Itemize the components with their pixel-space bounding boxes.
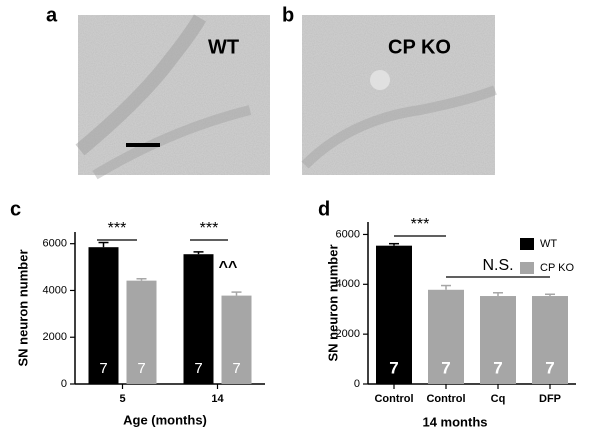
n-label: 7 <box>194 360 202 377</box>
legend-label: WT <box>540 238 557 250</box>
y-tick-label: 6000 <box>336 228 360 240</box>
y-tick-label: 2000 <box>336 328 360 340</box>
y-tick-label: 4000 <box>336 278 360 290</box>
n-label: 7 <box>232 360 240 377</box>
micrograph-b <box>301 15 497 175</box>
x-tick-label: Cq <box>491 393 506 405</box>
bar <box>376 245 412 384</box>
bar <box>88 247 119 384</box>
y-tick-label: 0 <box>354 378 360 390</box>
annotation: *** <box>108 220 127 237</box>
y-axis-label: SN neuron number <box>325 244 340 361</box>
panel-letter: d <box>318 198 330 220</box>
x-tick-label: Control <box>426 393 465 405</box>
micrograph-a <box>75 14 270 180</box>
n-label: 7 <box>493 358 502 377</box>
x-axis-label: Age (months) <box>123 412 207 427</box>
annotation: N.S. <box>482 257 513 274</box>
panel-letter: c <box>10 198 21 220</box>
legend-swatch <box>520 238 534 250</box>
n-label: 7 <box>545 358 554 377</box>
y-tick-label: 4000 <box>43 284 67 296</box>
y-tick-label: 0 <box>61 378 67 390</box>
n-label: 7 <box>389 358 398 377</box>
bar <box>428 289 464 384</box>
n-label: 7 <box>99 360 107 377</box>
x-tick-label: DFP <box>539 393 561 405</box>
legend-swatch <box>520 262 534 274</box>
micrograph-label: WT <box>208 36 239 58</box>
micrograph-label: CP KO <box>388 36 451 58</box>
x-axis-label: 14 months <box>422 414 487 429</box>
n-label: 7 <box>441 358 450 377</box>
y-tick-label: 6000 <box>43 238 67 250</box>
x-tick-label: 5 <box>119 393 125 405</box>
bar <box>532 296 568 384</box>
bar <box>126 280 157 384</box>
annotation: *** <box>411 216 430 233</box>
y-axis-label: SN neuron number <box>15 249 30 366</box>
bar <box>480 296 516 384</box>
bar <box>221 295 252 384</box>
panel-letter: a <box>46 4 58 26</box>
panel-letter: b <box>282 4 294 26</box>
x-tick-label: Control <box>374 393 413 405</box>
legend-label: CP KO <box>540 262 574 274</box>
annotation: ^^ <box>219 259 238 276</box>
annotation: *** <box>200 220 219 237</box>
y-tick-label: 2000 <box>43 331 67 343</box>
n-label: 7 <box>137 360 145 377</box>
x-tick-label: 14 <box>211 393 224 405</box>
bar <box>183 254 214 384</box>
